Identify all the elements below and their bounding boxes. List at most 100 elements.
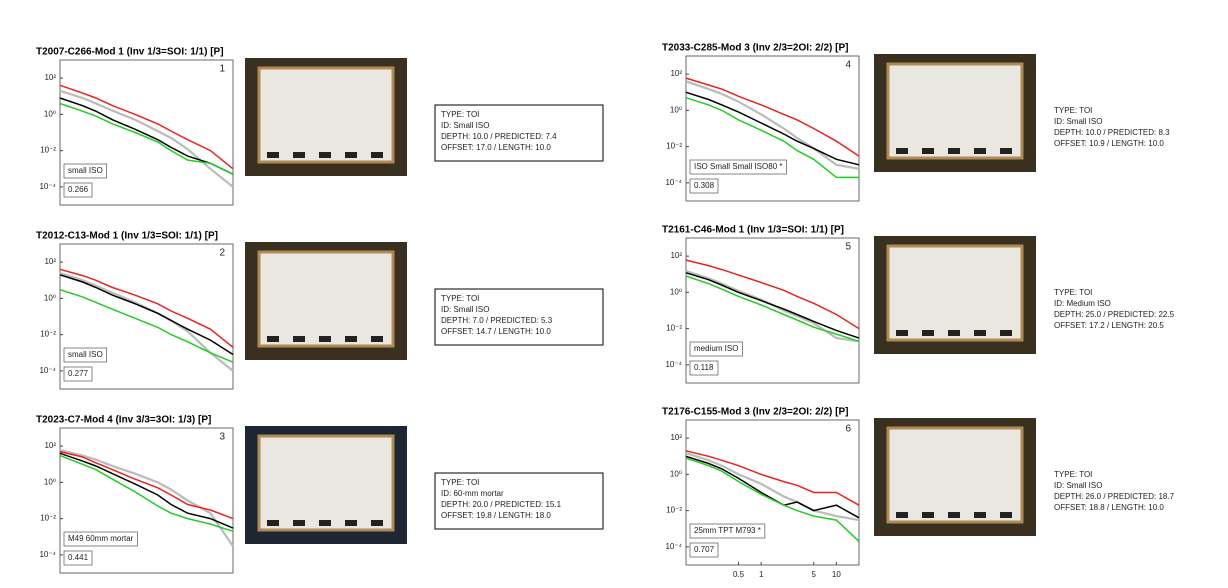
score-box <box>63 550 93 566</box>
series-line <box>59 84 234 170</box>
series-line <box>685 452 860 522</box>
info-line: ID: Small ISO <box>1054 481 1102 490</box>
info-line: TYPE: TOI <box>441 478 479 487</box>
info-line: DEPTH: 25.0 / PREDICTED: 22.5 <box>1054 310 1175 319</box>
series-line <box>685 80 860 170</box>
photo-marker <box>319 152 331 158</box>
photo-marker <box>896 512 908 518</box>
photo-marker <box>293 520 305 526</box>
photo-marker <box>974 148 986 154</box>
series-line <box>685 275 860 343</box>
panel-title: T2176-C155-Mod 3 (Inv 2/3=2OI: 2/2) [P] <box>662 407 848 418</box>
class-label: 25mm TPT M793 * <box>694 526 761 535</box>
series-line <box>685 91 860 166</box>
info-line: DEPTH: 10.0 / PREDICTED: 8.3 <box>1054 128 1170 137</box>
series-line <box>59 274 234 356</box>
class-label: M49 60mm mortar <box>68 534 134 543</box>
info-box <box>434 288 604 346</box>
photo-marker <box>267 336 279 342</box>
score: 0.277 <box>68 369 89 378</box>
photo-marker <box>371 336 383 342</box>
plot-frame <box>59 243 234 390</box>
info-line: OFFSET: 17.2 / LENGTH: 20.5 <box>1054 321 1164 330</box>
info-line: DEPTH: 7.0 / PREDICTED: 5.3 <box>441 316 553 325</box>
photo-marker <box>293 336 305 342</box>
info-box <box>434 104 604 162</box>
y-tick-label: 10⁻⁴ <box>665 178 682 187</box>
info-line: ID: Small ISO <box>441 305 489 314</box>
series-line <box>59 97 234 175</box>
photo-marker <box>896 330 908 336</box>
class-label-box <box>63 163 108 179</box>
photo-board <box>886 426 1024 524</box>
series-line <box>685 455 860 519</box>
panel-number: 2 <box>219 248 225 259</box>
panel-number: 6 <box>845 424 851 435</box>
photo-board <box>257 434 395 532</box>
class-label-box <box>63 347 108 363</box>
info-line: ID: 60-mm mortar <box>441 489 504 498</box>
photo-marker <box>948 148 960 154</box>
photo-marker <box>948 330 960 336</box>
class-label-box <box>63 531 138 547</box>
y-tick-label: 10⁻² <box>40 514 56 523</box>
panel-title: T2007-C266-Mod 1 (Inv 1/3=SOI: 1/1) [P] <box>36 47 224 58</box>
y-tick-label: 10⁰ <box>44 109 56 118</box>
y-tick-label: 10² <box>670 433 682 442</box>
y-tick-label: 10⁻⁴ <box>39 550 56 559</box>
photo-board <box>886 62 1024 160</box>
info-line: OFFSET: 19.8 / LENGTH: 18.0 <box>441 511 551 520</box>
panel-title: T2161-C46-Mod 1 (Inv 1/3=SOI: 1/1) [P] <box>662 225 844 236</box>
photo-board <box>257 66 395 164</box>
series-line <box>685 96 859 179</box>
info-line: TYPE: TOI <box>1054 288 1092 297</box>
info-line: DEPTH: 26.0 / PREDICTED: 18.7 <box>1054 492 1175 501</box>
panel-number: 3 <box>219 432 225 443</box>
class-label-box <box>689 159 787 175</box>
score-box <box>689 360 719 376</box>
class-label-box <box>689 523 766 539</box>
y-tick-label: 10⁰ <box>670 469 682 478</box>
y-tick-label: 10⁻⁴ <box>39 182 56 191</box>
photo-marker <box>896 148 908 154</box>
score: 0.441 <box>68 553 89 562</box>
x-tick-label: 5 <box>812 570 817 579</box>
y-tick-label: 10² <box>670 251 682 260</box>
series-line <box>685 457 860 542</box>
y-tick-label: 10⁻⁴ <box>665 360 682 369</box>
info-line: OFFSET: 17.0 / LENGTH: 10.0 <box>441 143 551 152</box>
y-tick-label: 10⁻⁴ <box>39 366 56 375</box>
panel-title: T2033-C285-Mod 3 (Inv 2/3=2OI: 2/2) [P] <box>662 43 848 54</box>
score-box <box>63 366 93 382</box>
y-tick-label: 10⁰ <box>44 293 56 302</box>
x-tick-label: 1 <box>759 570 764 579</box>
info-line: DEPTH: 20.0 / PREDICTED: 15.1 <box>441 500 562 509</box>
y-tick-label: 10⁰ <box>670 287 682 296</box>
info-line: ID: Small ISO <box>441 121 489 130</box>
panel-title: T2023-C7-Mod 4 (Inv 3/3=3OI: 1/3) [P] <box>36 415 211 426</box>
info-line: DEPTH: 10.0 / PREDICTED: 7.4 <box>441 132 557 141</box>
plot-frame <box>59 59 234 206</box>
photo-marker <box>974 330 986 336</box>
class-label: small ISO <box>68 166 103 175</box>
score-box <box>63 182 93 198</box>
y-tick-label: 10⁻² <box>666 142 682 151</box>
info-line: TYPE: TOI <box>441 110 479 119</box>
y-tick-label: 10⁻² <box>666 506 682 515</box>
photo-marker <box>293 152 305 158</box>
photo-marker <box>922 148 934 154</box>
photo-marker <box>974 512 986 518</box>
score: 0.118 <box>694 363 714 372</box>
photo-marker <box>267 520 279 526</box>
series-line <box>59 102 234 175</box>
x-tick-label: 10 <box>832 570 841 579</box>
info-line: TYPE: TOI <box>1054 106 1092 115</box>
class-label-box <box>689 341 743 357</box>
photo-marker <box>319 520 331 526</box>
class-label: medium ISO <box>694 344 738 353</box>
photo-board <box>257 250 395 348</box>
series-line <box>685 77 860 157</box>
info-line: OFFSET: 18.8 / LENGTH: 10.0 <box>1054 503 1164 512</box>
